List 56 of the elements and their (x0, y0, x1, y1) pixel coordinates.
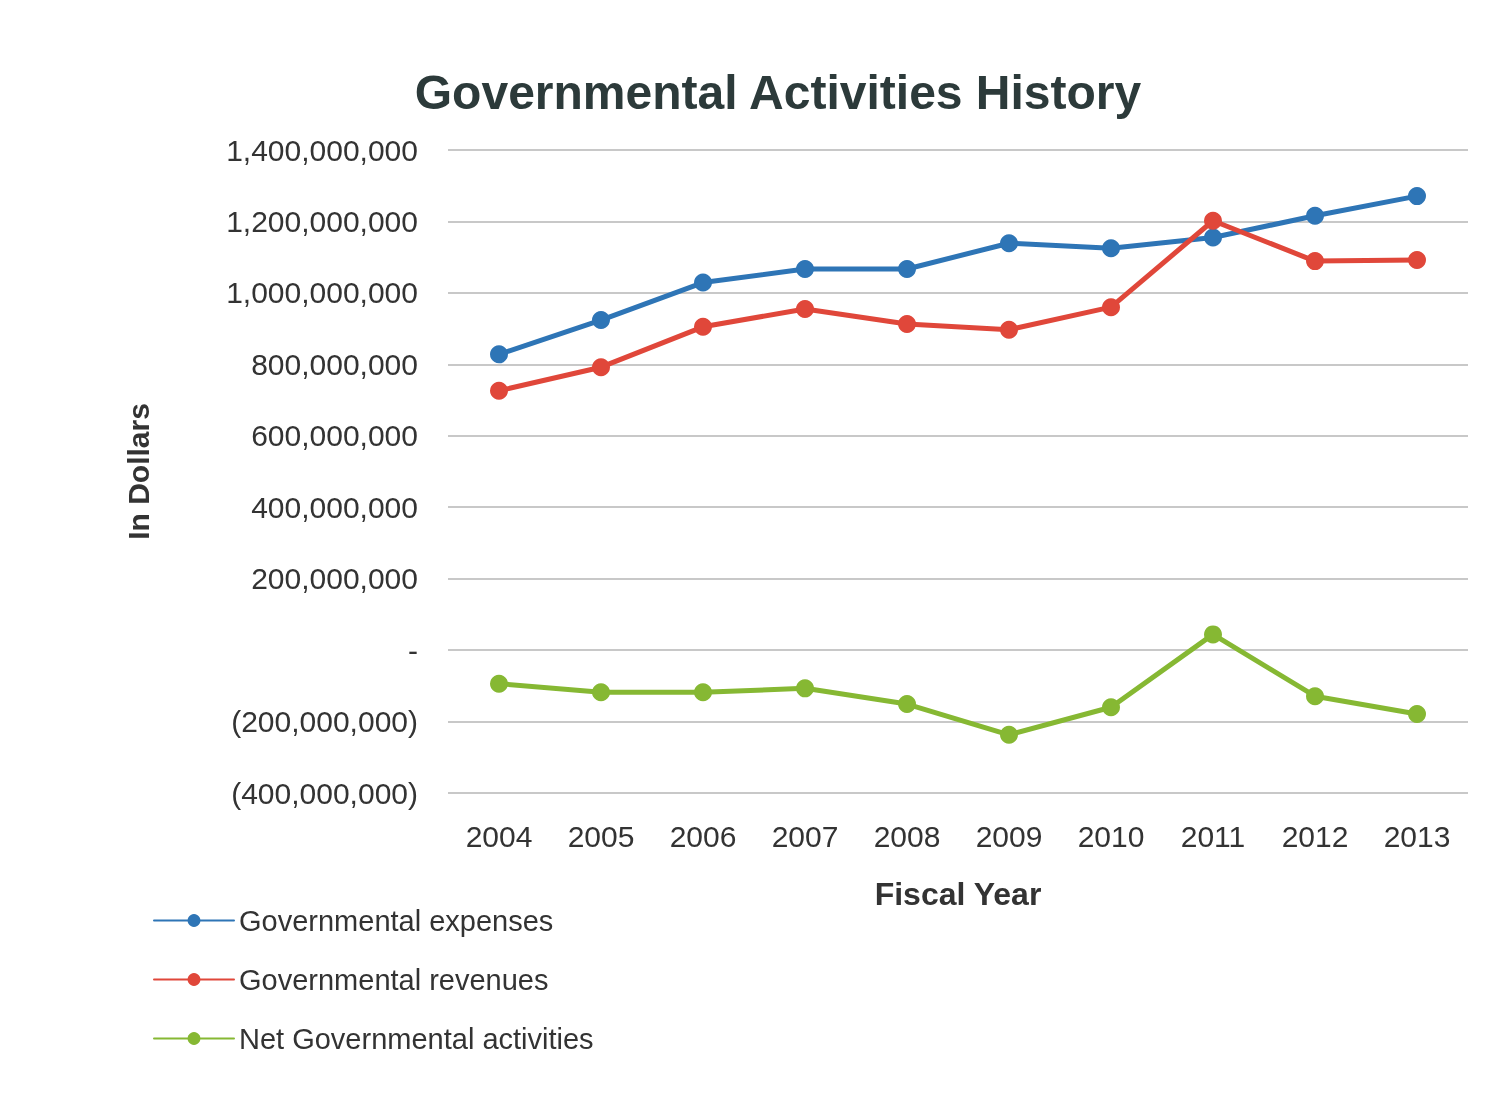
point (1000, 320, 1018, 339)
x-axis-title: Fiscal Year (874, 876, 1042, 912)
x-tick-label: 2013 (1383, 819, 1451, 853)
point (694, 683, 712, 702)
point (490, 674, 508, 693)
point (898, 259, 916, 278)
point (898, 314, 916, 333)
point (490, 381, 508, 400)
point (1204, 625, 1222, 644)
point (1000, 725, 1018, 744)
y-axis-title: In Dollars (121, 403, 155, 540)
point (694, 317, 712, 336)
point (796, 679, 814, 698)
y-tick-label: (400,000,000) (231, 776, 418, 810)
point (1408, 187, 1426, 206)
point (796, 259, 814, 278)
y-tick-label: 200,000,000 (251, 562, 418, 596)
legend-label: Net Governmental activities (239, 1022, 594, 1055)
legend-label: Governmental expenses (239, 904, 554, 937)
y-tick-label: (200,000,000) (231, 705, 418, 739)
point (592, 683, 610, 702)
y-tick-label: 1,400,000,000 (226, 133, 418, 167)
x-tick-label: 2011 (1180, 819, 1246, 853)
point (1306, 206, 1324, 225)
point (592, 358, 610, 377)
x-tick-label: 2007 (771, 819, 839, 853)
x-tick-label: 2008 (873, 819, 941, 853)
y-tick-label: 400,000,000 (251, 490, 418, 524)
point (1204, 211, 1222, 230)
x-tick-label: 2005 (567, 819, 635, 853)
point (592, 311, 610, 330)
y-tick-label: 600,000,000 (251, 419, 418, 453)
x-tick-label: 2012 (1281, 819, 1349, 853)
point (1408, 251, 1426, 270)
point (1306, 687, 1324, 706)
y-tick-label: 1,000,000,000 (226, 276, 418, 310)
point (1102, 239, 1120, 258)
x-tick-label: 2010 (1077, 819, 1145, 853)
y-tick-label: 1,200,000,000 (226, 204, 418, 238)
x-tick-label: 2006 (669, 819, 737, 853)
point (1408, 705, 1426, 724)
point (1102, 298, 1120, 317)
point (694, 273, 712, 292)
point (1204, 228, 1222, 247)
y-tick-label: 800,000,000 (251, 347, 418, 381)
legend-label: Governmental revenues (239, 963, 549, 996)
y-tick-label: - (408, 633, 418, 667)
point (796, 299, 814, 318)
point (490, 345, 508, 364)
point (1306, 252, 1324, 271)
x-tick-label: 2009 (975, 819, 1043, 853)
point (898, 695, 916, 714)
chart-title: Governmental Activities History (414, 65, 1142, 119)
point (1102, 698, 1120, 717)
x-tick-label: 2004 (465, 819, 533, 853)
point (1000, 234, 1018, 253)
